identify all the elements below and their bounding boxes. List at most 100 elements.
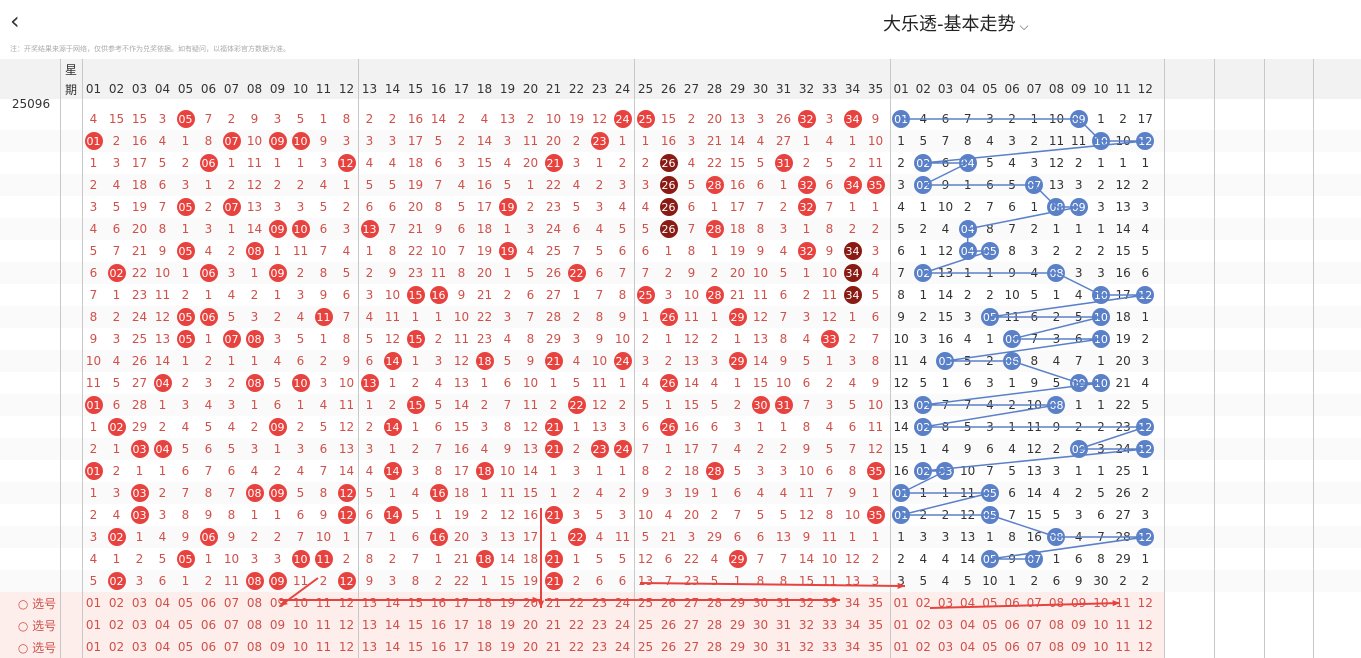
column-issue[interactable] (2, 59, 60, 99)
select-front-number[interactable]: 34 (844, 640, 861, 654)
select-front-number[interactable]: 12 (338, 618, 355, 632)
select-front-number[interactable]: 10 (292, 596, 309, 610)
select-back-number[interactable]: 09 (1071, 618, 1087, 632)
select-front-number[interactable]: 01 (85, 596, 102, 610)
select-back-number[interactable]: 05 (982, 618, 998, 632)
select-radio[interactable]: ○ 选号 (17, 618, 57, 633)
select-front-number[interactable]: 34 (844, 618, 861, 632)
select-back-number[interactable]: 12 (1137, 618, 1153, 632)
select-front-number[interactable]: 15 (407, 640, 424, 654)
select-front-number[interactable]: 05 (177, 618, 194, 632)
select-back-number[interactable]: 10 (1093, 618, 1109, 632)
select-back-number[interactable]: 01 (893, 596, 909, 610)
select-front-number[interactable]: 27 (683, 618, 700, 632)
select-front-number[interactable]: 08 (246, 640, 263, 654)
select-front-number[interactable]: 07 (223, 596, 240, 610)
select-front-number[interactable]: 33 (821, 596, 838, 610)
select-back-number[interactable]: 09 (1071, 596, 1087, 610)
select-front-number[interactable]: 18 (476, 640, 493, 654)
select-front-number[interactable]: 06 (200, 618, 217, 632)
select-front-number[interactable]: 06 (200, 596, 217, 610)
select-front-number[interactable]: 32 (798, 596, 815, 610)
select-front-number[interactable]: 34 (844, 596, 861, 610)
select-front-number[interactable]: 05 (177, 640, 194, 654)
select-front-number[interactable]: 29 (729, 640, 746, 654)
select-back-number[interactable]: 08 (1048, 618, 1065, 632)
select-front-number[interactable]: 15 (407, 596, 424, 610)
select-front-number[interactable]: 16 (430, 640, 447, 654)
select-back-number[interactable]: 11 (1115, 640, 1131, 654)
select-front-number[interactable]: 35 (867, 640, 884, 654)
select-front-number[interactable]: 33 (821, 618, 838, 632)
select-front-number[interactable]: 31 (775, 596, 792, 610)
select-front-number[interactable]: 02 (108, 640, 125, 654)
select-radio[interactable]: ○ 选号 (17, 596, 57, 611)
select-back-number[interactable]: 07 (1026, 640, 1042, 654)
select-front-number[interactable]: 01 (85, 618, 102, 632)
back-chevron-left-icon[interactable]: ‹ (10, 7, 20, 35)
select-front-number[interactable]: 20 (522, 640, 539, 654)
select-back-number[interactable]: 06 (1004, 618, 1020, 632)
select-back-number[interactable]: 08 (1048, 640, 1065, 654)
select-front-number[interactable]: 12 (338, 596, 355, 610)
select-front-number[interactable]: 25 (637, 640, 654, 654)
select-front-number[interactable]: 20 (522, 618, 539, 632)
select-back-number[interactable]: 11 (1115, 618, 1131, 632)
select-front-number[interactable]: 14 (384, 596, 401, 610)
select-front-number[interactable]: 04 (154, 618, 171, 632)
select-back-number[interactable]: 02 (915, 596, 931, 610)
select-front-number[interactable]: 23 (591, 618, 608, 632)
select-back-number[interactable]: 02 (915, 640, 931, 654)
select-front-number[interactable]: 28 (706, 640, 723, 654)
select-back-number[interactable]: 01 (893, 640, 909, 654)
select-front-number[interactable]: 19 (499, 640, 516, 654)
select-front-number[interactable]: 13 (361, 596, 378, 610)
select-back-number[interactable]: 10 (1093, 640, 1109, 654)
select-front-number[interactable]: 23 (591, 596, 608, 610)
select-front-number[interactable]: 04 (154, 640, 171, 654)
select-front-number[interactable]: 22 (568, 596, 585, 610)
select-front-number[interactable]: 15 (407, 618, 424, 632)
select-front-number[interactable]: 35 (867, 596, 884, 610)
select-back-number[interactable]: 03 (937, 618, 954, 632)
select-back-number[interactable]: 06 (1004, 596, 1020, 610)
select-front-number[interactable]: 23 (591, 640, 608, 654)
select-back-number[interactable]: 05 (982, 596, 998, 610)
select-front-number[interactable]: 26 (660, 596, 677, 610)
select-front-number[interactable]: 11 (315, 618, 332, 632)
select-front-number[interactable]: 06 (200, 640, 217, 654)
select-front-number[interactable]: 09 (269, 640, 286, 654)
select-back-number[interactable]: 05 (982, 640, 998, 654)
select-back-number[interactable]: 10 (1093, 596, 1109, 610)
select-back-number[interactable]: 11 (1115, 596, 1131, 610)
select-front-number[interactable]: 29 (729, 596, 746, 610)
select-front-number[interactable]: 28 (706, 596, 723, 610)
select-back-number[interactable]: 04 (960, 618, 976, 632)
select-front-number[interactable]: 24 (614, 640, 631, 654)
select-front-number[interactable]: 18 (476, 596, 493, 610)
select-front-number[interactable]: 27 (683, 640, 700, 654)
select-front-number[interactable]: 09 (269, 596, 286, 610)
select-front-number[interactable]: 22 (568, 640, 585, 654)
select-back-number[interactable]: 12 (1137, 640, 1153, 654)
select-front-number[interactable]: 21 (545, 640, 562, 654)
select-front-number[interactable]: 03 (131, 640, 148, 654)
select-front-number[interactable]: 33 (821, 640, 838, 654)
select-front-number[interactable]: 01 (85, 640, 102, 654)
select-front-number[interactable]: 22 (568, 618, 585, 632)
select-back-number[interactable]: 03 (937, 596, 954, 610)
select-front-number[interactable]: 21 (545, 596, 562, 610)
select-front-number[interactable]: 17 (453, 596, 470, 610)
select-back-number[interactable]: 02 (915, 618, 931, 632)
select-back-number[interactable]: 06 (1004, 640, 1020, 654)
select-front-number[interactable]: 07 (223, 640, 240, 654)
select-front-number[interactable]: 09 (269, 618, 286, 632)
select-front-number[interactable]: 29 (729, 618, 746, 632)
select-front-number[interactable]: 16 (430, 618, 447, 632)
select-front-number[interactable]: 31 (775, 618, 792, 632)
select-front-number[interactable]: 17 (453, 640, 470, 654)
select-front-number[interactable]: 10 (292, 640, 309, 654)
select-front-number[interactable]: 26 (660, 640, 677, 654)
select-front-number[interactable]: 25 (637, 618, 654, 632)
select-front-number[interactable]: 02 (108, 618, 125, 632)
